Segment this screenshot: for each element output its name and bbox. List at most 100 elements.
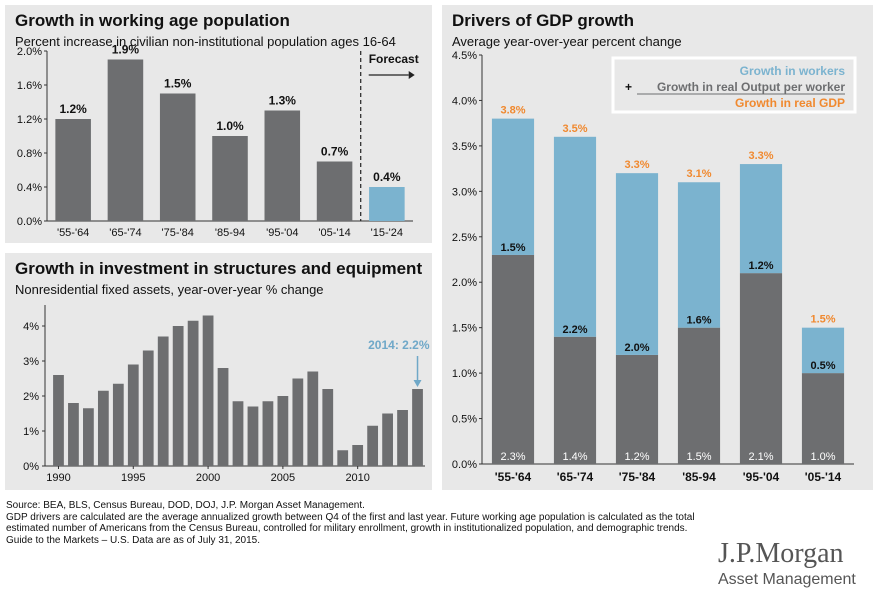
y-tick-label: 3% [23,356,39,368]
output-label: 1.0% [810,451,835,463]
data-label: 1.9% [112,43,140,57]
x-tick-label: '75-'84 [619,470,656,484]
data-label: 1.0% [216,119,244,133]
bar [247,406,259,466]
y-tick-label: 0.5% [452,414,477,426]
annotation-arrow-icon [413,380,422,387]
y-tick-label: 2.0% [17,46,42,58]
y-tick-label: 1.0% [452,368,477,380]
legend-box-inner [613,58,855,112]
legend-output: Growth in real Output per worker [657,80,845,94]
x-tick-label: '65-'74 [557,470,594,484]
bar-workers [677,182,721,328]
x-tick-label: '95-'04 [266,227,298,239]
working-age-chart: 0.0% 0.4% 0.8% 1.2% 1.6% 2.0% 1.2% '55-'64 1.9% '… [17,43,419,240]
gdp-chart: 0.0% 0.5% 1.0% 1.5% 2.0% 2.5% 3.0% 3.5% 4.0% 4.5%… [452,50,857,484]
working-age-subtitle: Percent increase in civilian non-institu… [15,34,396,49]
bar [159,93,196,221]
bar [217,368,229,466]
x-tick-label: '95-'04 [743,470,780,484]
logo-subtitle: Asset Management [718,571,856,588]
annotation-label: 2014: 2.2% [368,338,430,352]
y-tick-label: 0.8% [17,148,42,160]
jpmorgan-logo: J.P.Morgan Asset Management [718,540,876,590]
bar [157,336,169,466]
y-tick-label: 2% [23,391,39,403]
y-tick-label: 0.0% [452,459,477,471]
bar [112,383,124,466]
bar [262,401,274,466]
investment-title: Growth in investment in structures and e… [15,259,423,278]
bar [107,59,144,221]
legend-plus: + [625,80,632,94]
data-label: 0.4% [373,170,401,184]
forecast-label: Forecast [369,52,419,66]
bar [337,450,349,466]
x-tick-label: '65-'74 [109,227,141,239]
y-tick-label: 4.0% [452,95,477,107]
y-tick-label: 1% [23,426,39,438]
x-tick-label: 2005 [271,472,295,484]
investment-subtitle: Nonresidential fixed assets, year-over-y… [15,282,324,297]
x-tick-label: 1995 [121,472,145,484]
bar [53,375,64,466]
y-tick-label: 2.0% [452,277,477,289]
footer-source: Source: BEA, BLS, Census Bureau, DOD, DO… [6,500,365,511]
footer-notes: Source: BEA, BLS, Census Bureau, DOD, DO… [6,500,706,546]
y-tick-label: 1.2% [17,114,42,126]
bar-output-per-worker [615,354,659,464]
data-label: 0.7% [321,145,349,159]
workers-label: 1.2% [748,260,773,272]
bar [277,396,289,466]
bar-output-per-worker [491,254,535,464]
bar-workers [553,136,597,337]
output-label: 1.5% [686,451,711,463]
bar-workers [739,164,783,274]
workers-label: 0.5% [810,360,835,372]
bar [172,326,184,466]
gdp-subtitle: Average year-over-year percent change [452,34,682,49]
total-label: 3.3% [748,150,773,162]
x-tick-label: '75-'84 [162,227,194,239]
y-tick-label: 0.4% [17,182,42,194]
bar [68,403,79,466]
workers-label: 2.0% [624,342,649,354]
bar [187,320,199,466]
footer-methodology: GDP drivers are calculated are the avera… [6,511,695,535]
x-tick-label: 2010 [345,472,369,484]
x-tick-label: 1990 [46,472,70,484]
gdp-title: Drivers of GDP growth [452,11,634,30]
bar [264,110,301,221]
bar [316,161,353,221]
x-tick-label: '55-'64 [57,227,89,239]
footer-date: Guide to the Markets – U.S. Data are as … [6,534,261,546]
investment-chart: 0% 1% 2% 3% 4% 1990 1995 2000 2005 2010 2014: 2.2% [23,305,430,484]
total-label: 3.5% [562,123,587,135]
output-label: 1.4% [562,451,587,463]
y-tick-label: 3.0% [452,186,477,198]
output-label: 2.3% [500,451,525,463]
bar [397,410,408,466]
bar-workers [615,173,659,355]
bar [127,364,139,466]
bar-output-per-worker [739,273,783,464]
total-label: 1.5% [810,314,835,326]
bar-output-per-worker [677,327,721,464]
data-label: 1.3% [269,94,297,108]
total-label: 3.1% [686,168,711,180]
y-tick-label: 0.0% [17,216,42,228]
bar [322,389,334,466]
forecast-arrow-icon [408,71,415,79]
x-tick-label: '85-94 [682,470,716,484]
x-tick-label: '85-94 [215,227,245,239]
data-label: 1.5% [164,77,192,91]
bar [97,390,109,466]
gdp-panel: Drivers of GDP growth Average year-over-… [442,5,873,490]
bar-output-per-worker [553,336,597,464]
data-label: 1.2% [59,102,87,116]
y-tick-label: 1.5% [452,323,477,335]
bar [83,408,94,466]
bar [232,401,244,466]
bar [55,119,91,221]
bar [307,371,319,466]
